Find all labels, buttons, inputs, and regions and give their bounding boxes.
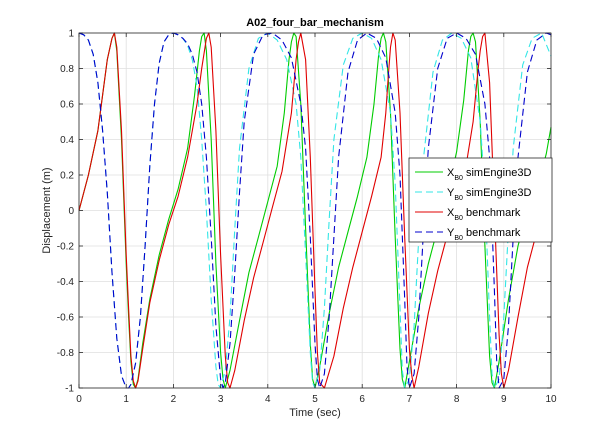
- x-tick-labels: 0 1 2 3 4 5 6 7 8 9 10: [76, 394, 557, 405]
- x-tick-label: 1: [123, 394, 129, 405]
- y-tick-label: -0.4: [57, 277, 75, 288]
- y-tick-label: 0: [68, 206, 74, 217]
- x-tick-label: 2: [171, 394, 177, 405]
- legend-subscript: B0: [454, 175, 463, 182]
- legend-subscript: B0: [454, 215, 463, 222]
- series-lines: [78, 32, 552, 389]
- legend-entry-3: YB0 benchmark: [447, 227, 521, 242]
- y-tick-label: 0.4: [60, 135, 74, 146]
- series-line-0: [78, 32, 552, 389]
- y-tick-label: 0.6: [60, 100, 74, 111]
- x-tick-label: 3: [218, 394, 224, 405]
- legend-main: Y: [447, 187, 455, 199]
- x-tick-label: 7: [407, 394, 413, 405]
- x-tick-label: 8: [454, 394, 460, 405]
- x-tick-label: 6: [359, 394, 365, 405]
- x-tick-label: 10: [545, 394, 557, 405]
- series-line-2: [78, 32, 552, 389]
- x-tick-label: 4: [265, 394, 271, 405]
- x-tick-label: 5: [312, 394, 318, 405]
- tick-marks: [78, 32, 552, 389]
- legend-main: Y: [447, 227, 455, 239]
- y-tick-labels: -1 -0.8 -0.6 -0.4 -0.2 0 0.2 0.4 0.6 0.8 1: [57, 29, 75, 395]
- y-axis-label: Displacement (m): [41, 167, 53, 253]
- legend-subscript: B0: [454, 195, 463, 202]
- legend-label: simEngine3D: [463, 187, 532, 199]
- legend-entry-0: XB0 simEngine3D: [447, 167, 531, 182]
- x-axis-label: Time (sec): [289, 407, 341, 419]
- legend-subscript: B0: [454, 235, 463, 242]
- y-tick-label: 1: [68, 29, 74, 40]
- legend-entry-2: XB0 benchmark: [447, 207, 521, 222]
- y-tick-label: 0.8: [60, 64, 74, 75]
- legend-main: X: [447, 167, 455, 179]
- x-tick-label: 9: [501, 394, 507, 405]
- y-tick-label: 0.2: [60, 171, 74, 182]
- y-tick-label: -0.6: [57, 313, 75, 324]
- y-tick-label: -0.2: [57, 242, 75, 253]
- legend-entry-1: YB0 simEngine3D: [447, 187, 531, 202]
- legend-label: benchmark: [463, 227, 521, 239]
- legend-main: X: [447, 207, 455, 219]
- legend-label: benchmark: [463, 207, 521, 219]
- y-tick-label: -1: [65, 384, 74, 395]
- chart-title: A02_four_bar_mechanism: [246, 17, 384, 29]
- legend-label: simEngine3D: [463, 167, 532, 179]
- x-tick-label: 0: [76, 394, 82, 405]
- y-tick-label: -0.8: [57, 348, 75, 359]
